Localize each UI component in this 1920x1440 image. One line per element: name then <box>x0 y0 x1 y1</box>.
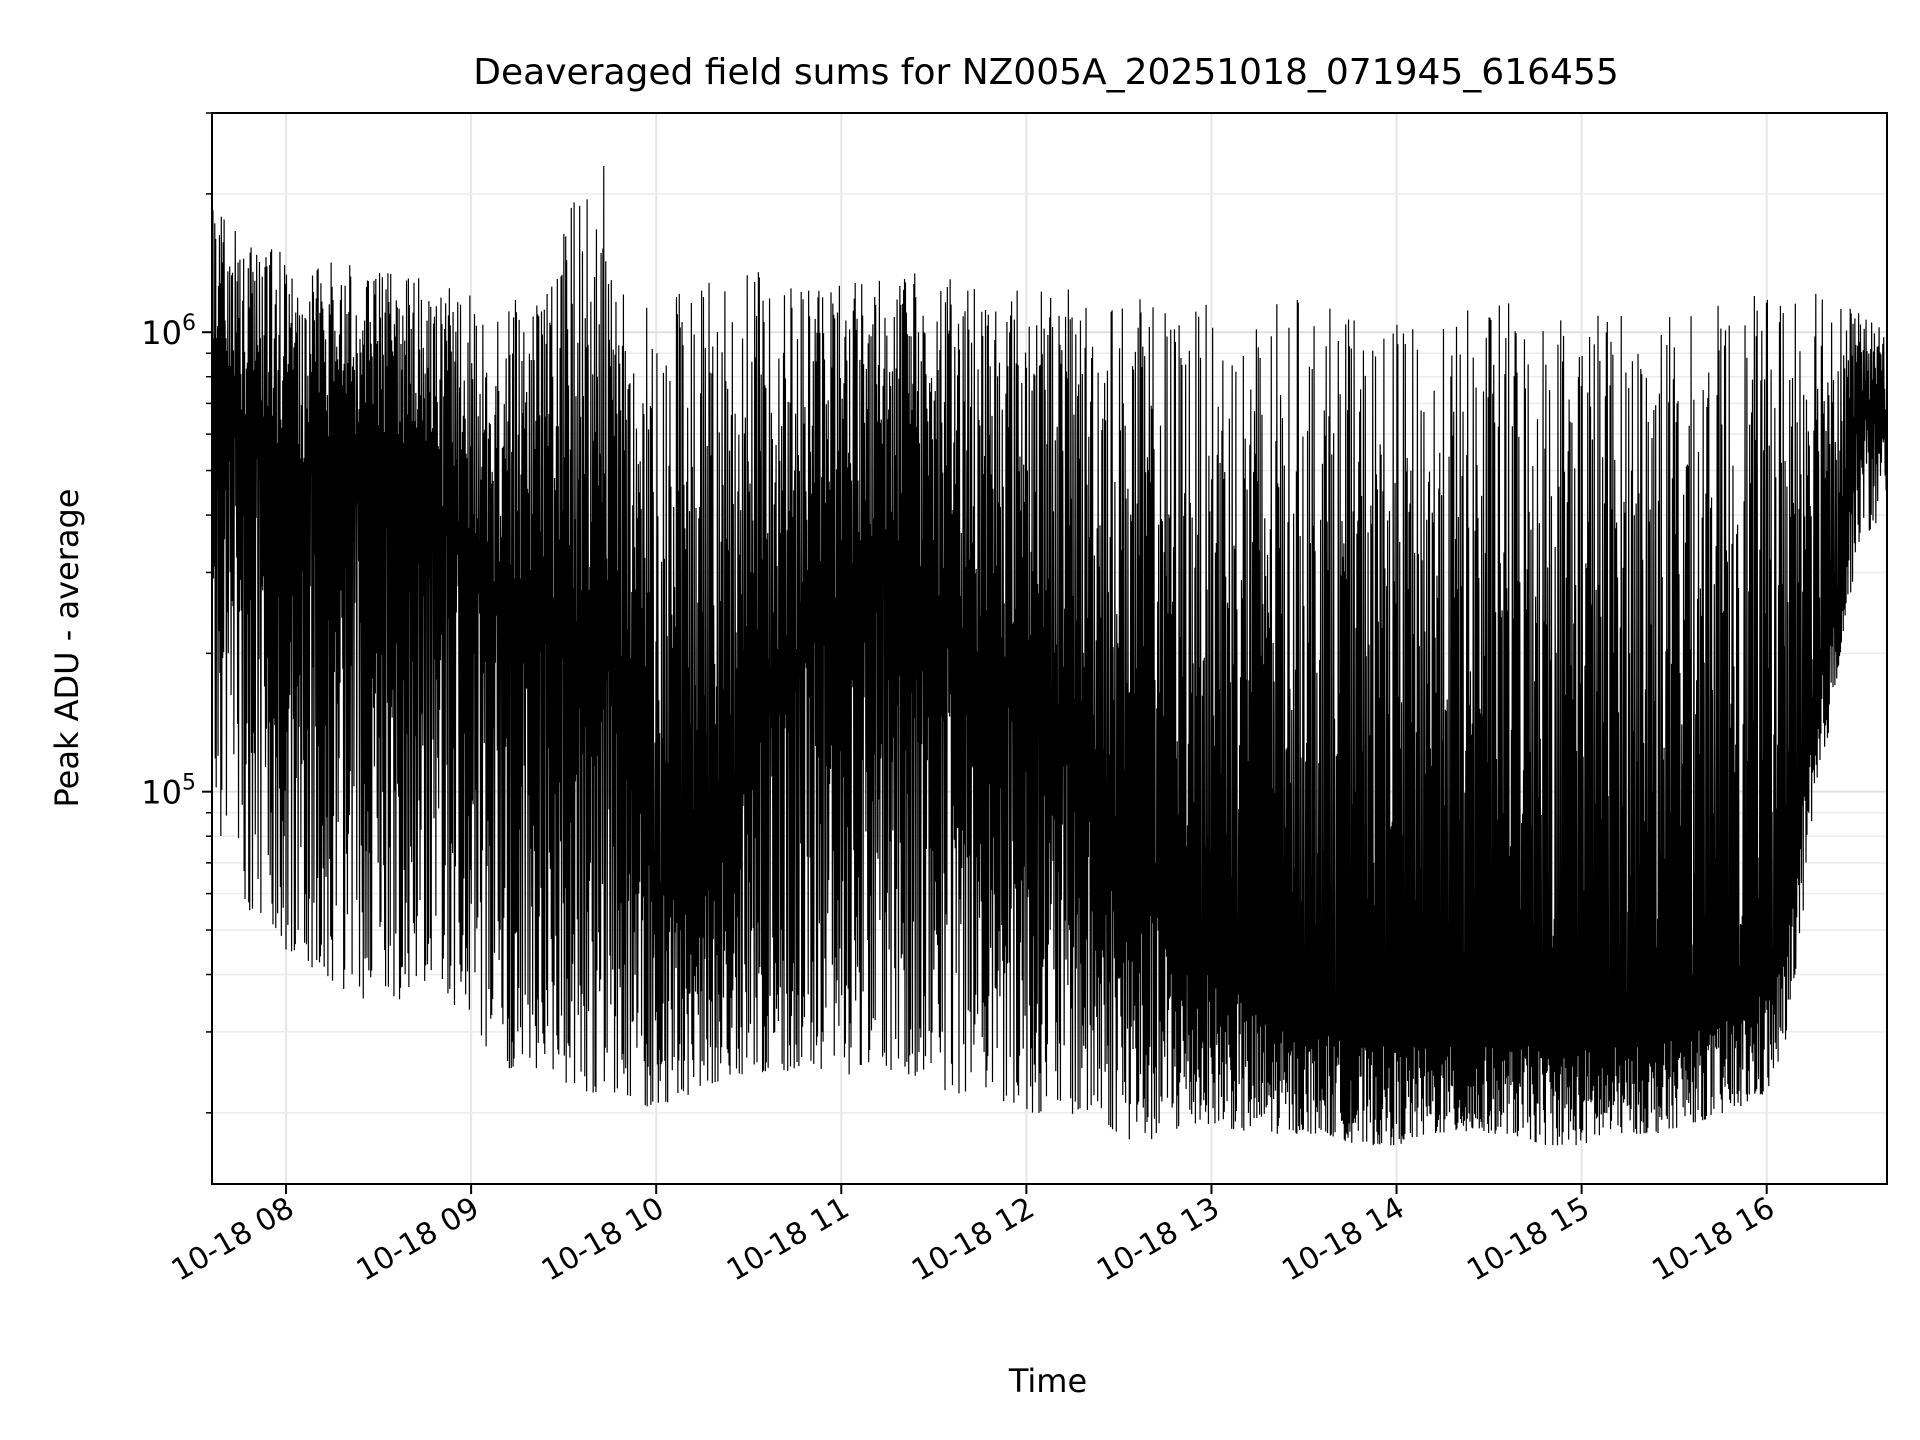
chart-title: Deaveraged field sums for NZ005A_2025101… <box>473 52 1618 93</box>
series-group <box>212 166 1887 1146</box>
y-tick-label: 106 <box>141 311 196 352</box>
x-axis-label: Time <box>1008 1362 1087 1400</box>
series-line <box>212 166 1887 1146</box>
y-axis-label: Peak ADU - average <box>48 489 86 808</box>
plot-frame <box>211 112 1888 1185</box>
y-axis: 105 106 <box>141 112 212 1114</box>
y-tick-label: 105 <box>141 771 196 812</box>
plot-area <box>212 166 1887 1146</box>
